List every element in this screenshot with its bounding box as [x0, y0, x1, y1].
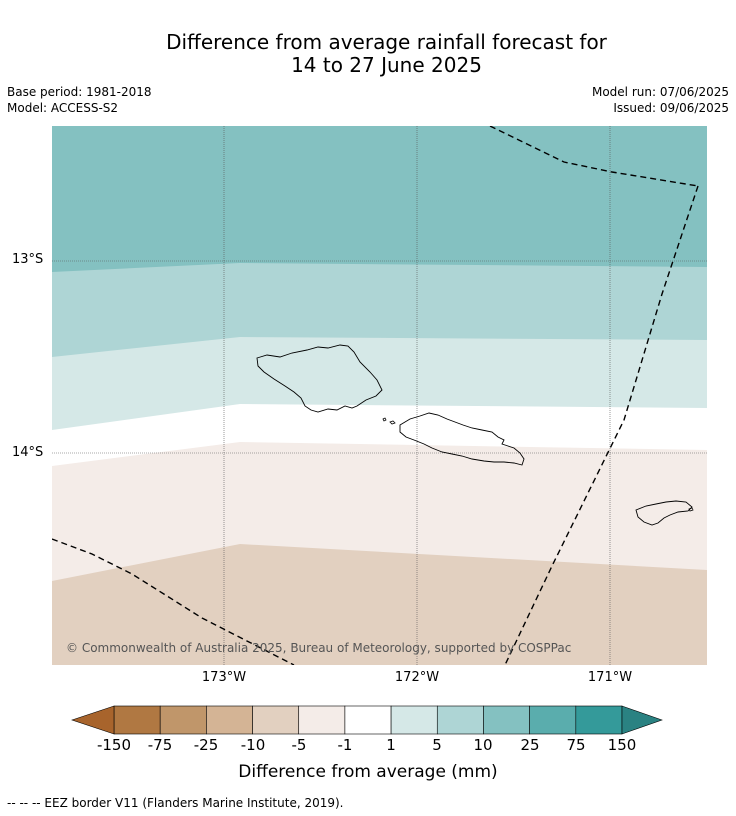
- lon-label-171w: 171°W: [587, 670, 633, 685]
- colorbar-bin: [483, 705, 530, 735]
- colorbar-bin: [252, 705, 300, 735]
- title-line-1: Difference from average rainfall forecas…: [166, 30, 607, 54]
- cb-tick-label: -150: [96, 736, 132, 754]
- eez-border-east: [504, 185, 699, 665]
- eez-footnote: -- -- -- EEZ border V11 (Flanders Marine…: [7, 796, 344, 810]
- cb-tick-label: 150: [607, 736, 637, 754]
- base-period: Base period: 1981-2018: [7, 85, 152, 99]
- copyright-notice: © Commonwealth of Australia 2025, Bureau…: [66, 641, 572, 655]
- cb-tick-label: 1: [386, 736, 396, 754]
- colorbar-extend-low: [71, 705, 115, 735]
- meta-right: Model run: 07/06/2025 Issued: 09/06/2025: [592, 84, 729, 116]
- meta-left: Base period: 1981-2018 Model: ACCESS-S2: [7, 84, 152, 116]
- model-run: Model run: 07/06/2025: [591, 85, 729, 99]
- colorbar: [71, 705, 663, 735]
- eez-borders: [52, 126, 699, 665]
- cb-tick-label: 25: [520, 736, 540, 754]
- colorbar-extend-high: [621, 705, 663, 735]
- colorbar-bin: [344, 705, 392, 735]
- lat-label-14s: 14°S: [12, 445, 44, 460]
- colorbar-bin: [529, 705, 577, 735]
- tutuila-island: [635, 500, 693, 526]
- upolu-island: [399, 412, 525, 466]
- colorbar-bin: [113, 705, 161, 735]
- band-10-25: [52, 126, 707, 272]
- cb-tick-label: -10: [240, 736, 266, 754]
- islet-manono: [389, 420, 396, 425]
- lat-label-13s: 13°S: [12, 252, 44, 267]
- eez-border-southwest: [52, 538, 295, 665]
- cb-tick-label: -75: [147, 736, 173, 754]
- savaii-island: [256, 344, 383, 413]
- colorbar-title: Difference from average (mm): [238, 762, 498, 782]
- issued-date: Issued: 09/06/2025: [613, 101, 729, 115]
- cb-tick-label: 75: [566, 736, 586, 754]
- islet-apolima: [382, 417, 387, 422]
- cb-tick-label: -1: [337, 736, 353, 754]
- eez-border-northeast: [489, 126, 699, 187]
- colorbar-bin: [575, 705, 623, 735]
- cb-tick-label: -25: [193, 736, 219, 754]
- lon-label-172w: 172°W: [394, 670, 440, 685]
- map-svg: [52, 126, 707, 665]
- map-panel: [52, 126, 707, 665]
- colorbar-bin: [206, 705, 253, 735]
- model-name: Model: ACCESS-S2: [7, 101, 119, 115]
- chart-title: Difference from average rainfall forecas…: [0, 31, 736, 77]
- colorbar-bins: [113, 705, 623, 735]
- colorbar-bin: [390, 705, 438, 735]
- aunuu-islet: [688, 507, 694, 512]
- cb-tick-label: -5: [291, 736, 307, 754]
- lon-label-173w: 173°W: [201, 670, 247, 685]
- title-line-2: 14 to 27 June 2025: [291, 53, 482, 77]
- cb-tick-label: 5: [432, 736, 442, 754]
- cb-tick-label: 10: [473, 736, 493, 754]
- colorbar-bin: [436, 705, 484, 735]
- colorbar-bin: [298, 705, 346, 735]
- colorbar-bin: [159, 705, 207, 735]
